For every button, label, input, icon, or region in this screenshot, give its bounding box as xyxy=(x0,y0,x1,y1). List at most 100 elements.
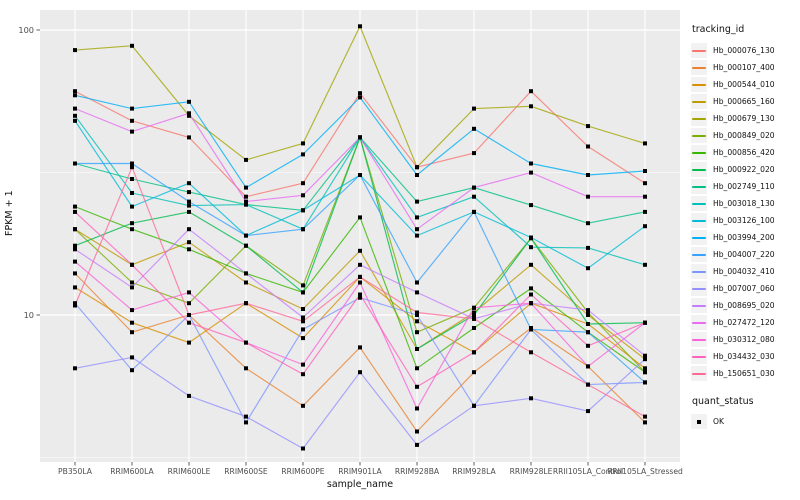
data-point-marker xyxy=(244,414,248,419)
legend-key-swatch xyxy=(691,145,707,160)
legend-line-icon xyxy=(692,287,706,290)
data-point-marker xyxy=(187,240,191,245)
y-tick-label: 100 xyxy=(18,25,34,35)
data-point-marker xyxy=(301,181,305,186)
data-point-marker xyxy=(643,320,647,325)
legend-label: Hb_007007_060 xyxy=(713,284,775,293)
legend-item-Hb_000544_010: Hb_000544_010 xyxy=(691,76,799,93)
data-point-marker xyxy=(586,221,590,226)
legend-item-Hb_000665_160: Hb_000665_160 xyxy=(691,93,799,110)
data-point-marker xyxy=(529,104,533,109)
data-point-marker xyxy=(187,290,191,295)
x-tick-label: RRIM600SE xyxy=(224,467,268,476)
data-point-marker xyxy=(187,313,191,317)
data-point-marker xyxy=(643,194,647,199)
data-point-marker xyxy=(244,420,248,425)
data-point-marker xyxy=(643,209,647,214)
legend-items: Hb_000076_130 Hb_000107_400 Hb_000544_010 H… xyxy=(691,42,799,382)
data-point-marker xyxy=(187,203,191,208)
data-point-marker xyxy=(130,262,134,267)
data-point-marker xyxy=(187,320,191,325)
data-point-marker xyxy=(358,91,362,96)
data-point-marker xyxy=(529,301,533,306)
data-point-marker xyxy=(301,446,305,451)
data-point-marker xyxy=(415,227,419,232)
legend-label: Hb_000679_130 xyxy=(713,114,775,123)
x-tick-label: RRIM928LA xyxy=(452,467,496,476)
legend-line-icon xyxy=(692,236,706,239)
data-point-marker xyxy=(301,141,305,146)
data-point-marker xyxy=(529,170,533,175)
legend-item-Hb_004032_410: Hb_004032_410 xyxy=(691,263,799,280)
legend-item-Hb_008695_020: Hb_008695_020 xyxy=(691,297,799,314)
data-point-marker xyxy=(586,330,590,335)
legend-key-swatch xyxy=(691,349,707,364)
x-tick-label: RRIM928BA xyxy=(395,467,440,476)
data-point-marker xyxy=(415,165,419,170)
data-point-marker xyxy=(130,204,134,209)
data-point-marker xyxy=(586,308,590,313)
x-tick-label: PB350LA xyxy=(58,467,93,476)
data-point-marker xyxy=(244,202,248,207)
legend-line-icon xyxy=(692,253,706,256)
data-point-marker xyxy=(187,99,191,104)
legend-key-swatch xyxy=(691,298,707,313)
data-point-marker xyxy=(586,173,590,177)
data-point-marker xyxy=(415,280,419,285)
data-point-marker xyxy=(130,129,134,134)
data-point-marker xyxy=(415,173,419,177)
data-point-marker xyxy=(643,370,647,375)
data-point-marker xyxy=(187,199,191,204)
data-point-marker xyxy=(643,414,647,419)
x-tick-label: RRIM600PE xyxy=(281,467,324,476)
data-point-marker xyxy=(529,235,533,240)
data-point-marker xyxy=(301,152,305,157)
legend-label: Hb_004032_410 xyxy=(713,267,775,276)
data-point-marker xyxy=(358,370,362,375)
legend-label: Hb_000544_010 xyxy=(713,80,775,89)
legend-item-Hb_003018_130: Hb_003018_130 xyxy=(691,195,799,212)
data-point-marker xyxy=(187,113,191,118)
data-point-marker xyxy=(586,322,590,326)
data-point-marker xyxy=(472,370,476,375)
data-point-marker xyxy=(130,285,134,290)
legend-key-swatch xyxy=(691,281,707,296)
data-point-marker xyxy=(415,384,419,389)
legend-label: Hb_003018_130 xyxy=(713,199,775,208)
legend-line-icon xyxy=(692,321,706,324)
legend-title-tracking-id: tracking_id xyxy=(692,24,745,35)
data-point-marker xyxy=(130,308,134,313)
data-point-marker xyxy=(529,89,533,94)
legend-line-icon xyxy=(692,270,706,273)
legend-line-icon xyxy=(692,66,706,69)
legend-label: Hb_000922_020 xyxy=(713,165,775,174)
data-point-marker xyxy=(187,190,191,195)
data-point-marker xyxy=(586,313,590,317)
legend-item-Hb_002749_110: Hb_002749_110 xyxy=(691,178,799,195)
legend-line-icon xyxy=(692,168,706,171)
data-point-marker xyxy=(529,245,533,250)
legend-label: Hb_003126_100 xyxy=(713,216,775,225)
data-point-marker xyxy=(73,89,77,94)
data-point-marker xyxy=(301,315,305,320)
data-point-marker xyxy=(415,330,419,335)
data-point-marker xyxy=(73,48,77,53)
data-point-marker xyxy=(643,141,647,146)
data-point-marker xyxy=(358,95,362,100)
legend-key-swatch xyxy=(691,264,707,279)
legend-label: Hb_000076_130 xyxy=(713,46,775,55)
legend-line-icon xyxy=(692,202,706,205)
legend-label: Hb_004007_220 xyxy=(713,250,775,259)
legend-label: OK xyxy=(713,417,724,426)
data-point-marker xyxy=(187,340,191,345)
data-point-marker xyxy=(472,194,476,199)
legend-label: Hb_034432_030 xyxy=(713,352,775,361)
data-point-marker xyxy=(586,364,590,369)
data-point-marker xyxy=(415,215,419,220)
data-point-marker xyxy=(472,310,476,315)
data-point-marker xyxy=(130,227,134,232)
data-point-marker xyxy=(73,93,77,98)
legend-item-Hb_007007_060: Hb_007007_060 xyxy=(691,280,799,297)
data-point-marker xyxy=(130,320,134,325)
data-point-marker xyxy=(73,303,77,308)
